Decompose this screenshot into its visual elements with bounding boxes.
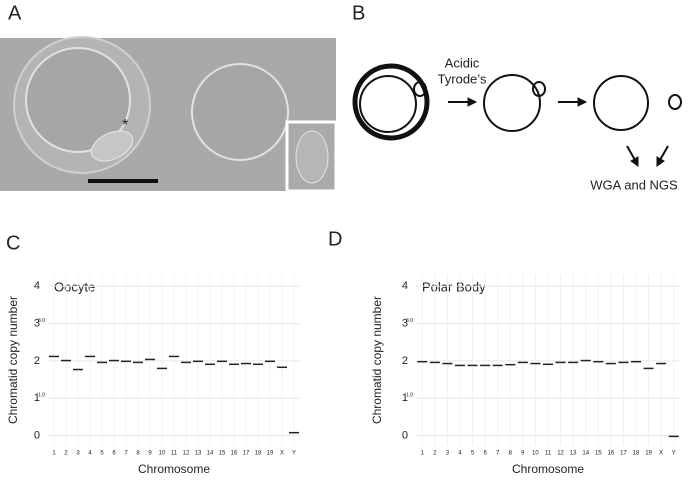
- y-tick-label: 4: [402, 280, 408, 292]
- x-tick-label: 1: [421, 451, 425, 457]
- asterisk: *: [122, 117, 128, 134]
- panel-label: B: [352, 2, 365, 24]
- chart-title: Oocyte: [54, 279, 95, 294]
- x-tick-label: 18: [633, 451, 640, 457]
- x-tick-label: 9: [521, 451, 525, 457]
- x-tick-label: X: [280, 451, 284, 457]
- schematic: [352, 63, 682, 167]
- y-tick-label: 0: [34, 430, 40, 442]
- x-tick-label: 12: [557, 451, 564, 457]
- y-tick-label: 3: [34, 317, 40, 329]
- y-axis-label: Chromatid copy number: [370, 296, 384, 424]
- x-tick-label: Y: [292, 451, 296, 457]
- x-tick-label: 17: [243, 451, 250, 457]
- panel-label: D: [328, 228, 342, 250]
- x-tick-label: 14: [207, 451, 214, 457]
- x-tick-label: 8: [136, 451, 140, 457]
- x-axis-label: Chromosome: [512, 462, 584, 476]
- micrograph: *: [0, 36, 338, 193]
- x-tick-label: 5: [100, 451, 104, 457]
- x-tick-label: 5: [471, 451, 475, 457]
- x-tick-label: 3: [446, 451, 450, 457]
- x-axis-label: Chromosome: [138, 462, 210, 476]
- x-tick-label: 15: [595, 451, 602, 457]
- step-label: Acidic: [445, 55, 480, 70]
- x-tick-label: 6: [112, 451, 116, 457]
- x-tick-label: Y: [672, 451, 676, 457]
- x-tick-label: 4: [88, 451, 92, 457]
- y-tick-label: 2: [402, 355, 408, 367]
- y-axis-label: Chromatid copy number: [6, 296, 20, 424]
- ref-label: 1.0: [406, 393, 413, 399]
- x-tick-label: 1: [52, 451, 56, 457]
- y-tick-label: 1: [34, 392, 40, 404]
- x-tick-label: 3: [76, 451, 80, 457]
- x-tick-label: 16: [231, 451, 238, 457]
- y-tick-label: 3: [402, 317, 408, 329]
- step-label: Tyrode’s: [438, 71, 487, 86]
- y-tick-label: 1: [402, 392, 408, 404]
- x-tick-label: 11: [545, 451, 552, 457]
- panel-label: A: [8, 2, 22, 24]
- x-tick-label: X: [659, 451, 663, 457]
- chart-title: Polar Body: [422, 279, 486, 294]
- ref-label: 1.0: [38, 393, 45, 399]
- x-tick-label: 19: [645, 451, 652, 457]
- x-tick-label: 12: [183, 451, 190, 457]
- x-tick-label: 7: [496, 451, 500, 457]
- ref-label: 3.0: [406, 318, 413, 324]
- x-tick-label: 13: [570, 451, 577, 457]
- x-tick-label: 4: [458, 451, 462, 457]
- x-tick-label: 13: [195, 451, 202, 457]
- result-label: WGA and NGS: [590, 177, 678, 192]
- x-tick-label: 9: [148, 451, 152, 457]
- x-tick-label: 2: [64, 451, 68, 457]
- x-tick-label: 19: [267, 451, 274, 457]
- ref-label: 3.0: [38, 318, 45, 324]
- y-tick-label: 4: [34, 280, 40, 292]
- panel-label: C: [6, 232, 20, 254]
- x-tick-label: 17: [620, 451, 627, 457]
- y-tick-label: 0: [402, 430, 408, 442]
- x-tick-label: 7: [124, 451, 128, 457]
- x-tick-label: 15: [219, 451, 226, 457]
- x-tick-label: 10: [159, 451, 166, 457]
- x-tick-label: 6: [483, 451, 487, 457]
- x-tick-label: 10: [532, 451, 539, 457]
- y-tick-label: 2: [34, 355, 40, 367]
- x-tick-label: 18: [255, 451, 262, 457]
- x-tick-label: 2: [433, 451, 437, 457]
- x-tick-label: 8: [509, 451, 513, 457]
- x-tick-label: 14: [582, 451, 589, 457]
- x-tick-label: 16: [608, 451, 615, 457]
- x-tick-label: 11: [171, 451, 178, 457]
